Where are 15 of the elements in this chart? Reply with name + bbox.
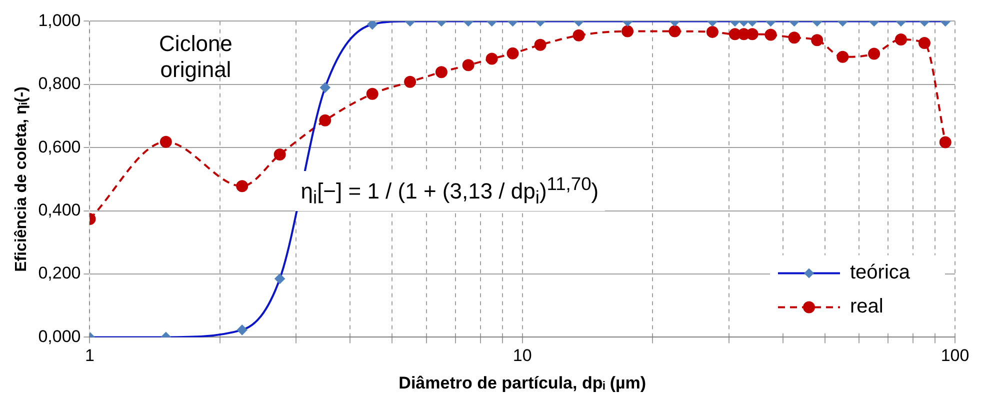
y-tick-label: 0,200	[38, 264, 81, 283]
x-tick-label: 10	[512, 346, 532, 366]
y-axis-title: Eficiência de coleta, ηᵢ(-)	[13, 86, 30, 272]
y-tick-label: 0,400	[38, 200, 81, 220]
annotation: η$_{i}$[−] = 1 / (1 + (3,13 / dp$_{i}$)$^{11,70}$)	[294, 171, 605, 211]
annotation: Ciclone original	[158, 30, 234, 84]
legend-label: teórica	[850, 262, 911, 284]
y-tick-label: 1,000	[38, 10, 81, 30]
y-tick-label: 0,000	[38, 326, 81, 346]
y-tick-label: 0,800	[38, 74, 81, 94]
legend-label: real	[850, 296, 884, 318]
x-axis-title: Diâmetro de partícula, dpᵢ (µm)	[398, 373, 646, 392]
x-tick-label: 100	[940, 346, 970, 366]
x-tick-label: 1	[85, 346, 94, 366]
y-tick-label: 0,600	[38, 137, 81, 156]
